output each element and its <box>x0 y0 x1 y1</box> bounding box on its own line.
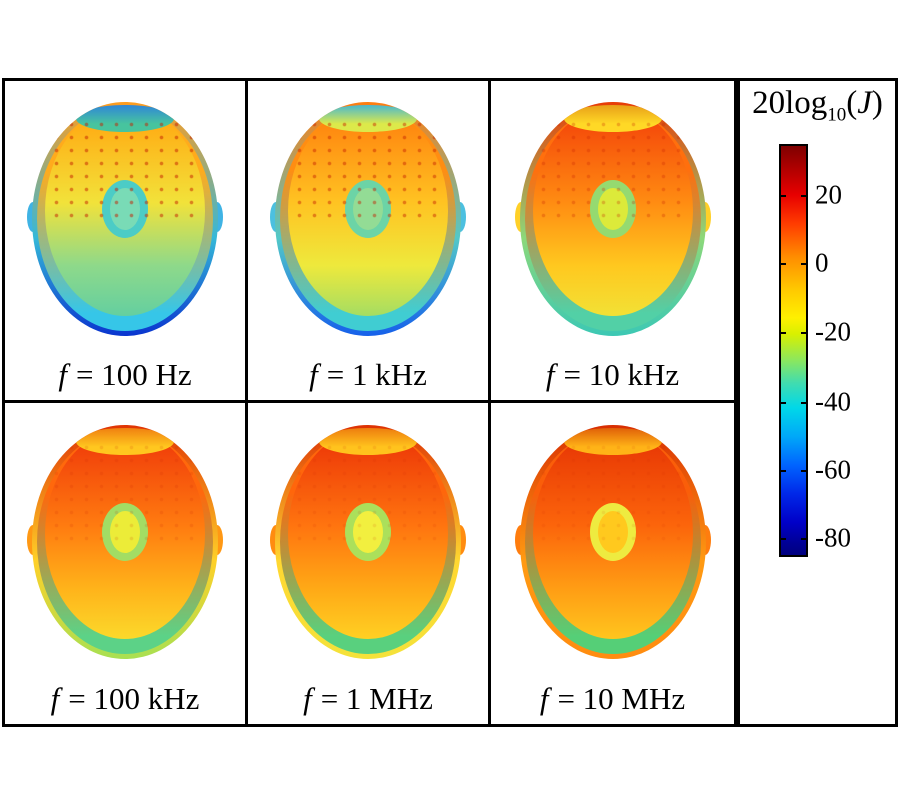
central-blob-core <box>110 511 140 554</box>
current-vector-dots <box>291 440 445 544</box>
panel-100khz: f = 100 kHz <box>5 403 248 724</box>
panel-10khz: f = 10 kHz <box>491 81 734 403</box>
head-map-10mhz <box>491 403 734 680</box>
top-notch <box>563 427 662 455</box>
current-vector-dots <box>48 440 202 544</box>
panel-label: f = 1 kHz <box>248 355 488 395</box>
head-map-100khz <box>5 403 245 680</box>
frequency-symbol: f <box>50 681 60 716</box>
head-map-1mhz <box>248 403 488 680</box>
frequency-value: = 1 kHz <box>326 357 427 392</box>
panel-label: f = 100 Hz <box>5 355 245 395</box>
colorbar-tick <box>781 263 806 265</box>
central-blob <box>345 503 391 562</box>
panel-100hz: f = 100 Hz <box>5 81 248 403</box>
head-cross-section <box>32 101 218 336</box>
frequency-value: = 100 kHz <box>68 681 200 716</box>
head-map-100hz <box>5 81 245 356</box>
head-cross-section <box>32 424 218 659</box>
panel-label: f = 1 MHz <box>248 679 488 719</box>
central-blob <box>589 503 636 562</box>
head-map-10khz <box>491 81 734 356</box>
panel-label: f = 100 kHz <box>5 679 245 719</box>
colorbar-tick-label: 20 <box>815 179 842 210</box>
head-cross-section <box>519 101 706 336</box>
colorbar-tick <box>781 470 806 472</box>
colorbar-title: 20log10(J) <box>752 85 883 126</box>
frequency-symbol: f <box>309 357 318 392</box>
panel-label: f = 10 MHz <box>491 679 734 719</box>
central-blob-core <box>353 511 383 554</box>
current-vector-dots <box>536 117 689 221</box>
top-notch <box>563 104 662 132</box>
frequency-symbol: f <box>545 357 555 392</box>
top-notch <box>76 427 174 455</box>
frequency-symbol: f <box>58 357 67 392</box>
central-blob <box>589 180 636 239</box>
frequency-symbol: f <box>539 681 549 716</box>
frequency-value: = 100 Hz <box>75 357 192 392</box>
colorbar-tick <box>781 332 806 334</box>
frequency-value: = 10 kHz <box>563 357 680 392</box>
panel-grid: f = 100 Hz f = 1 kHz <box>2 78 737 727</box>
head-cross-section <box>275 424 461 659</box>
colorbar-box: 20log10(J) 20 0 -20 -40 -60 -80 <box>737 78 898 727</box>
colorbar-tick-label: -80 <box>815 522 851 553</box>
head-cross-section <box>275 101 461 336</box>
head-cross-section <box>519 424 706 659</box>
top-notch <box>76 104 174 132</box>
current-vector-dots <box>536 440 689 544</box>
frequency-value: = 1 MHz <box>320 681 433 716</box>
central-blob <box>102 180 148 239</box>
colorbar-tick <box>781 402 806 404</box>
colorbar-tick-label: -40 <box>815 386 851 417</box>
panel-1khz: f = 1 kHz <box>248 81 491 403</box>
frequency-symbol: f <box>303 681 312 716</box>
central-blob <box>102 503 148 562</box>
panel-1mhz: f = 1 MHz <box>248 403 491 724</box>
central-blob-core <box>110 188 140 231</box>
central-blob <box>345 180 391 239</box>
central-blob-core <box>597 188 628 231</box>
central-blob-core <box>597 511 628 554</box>
head-map-1khz <box>248 81 488 356</box>
top-notch <box>319 104 417 132</box>
current-vector-dots <box>48 117 202 221</box>
frequency-value: = 10 MHz <box>557 681 686 716</box>
colorbar-tick-label: -20 <box>815 316 851 347</box>
colorbar-tick-label: -60 <box>815 454 851 485</box>
central-blob-core <box>353 188 383 231</box>
panel-label: f = 10 kHz <box>491 355 734 395</box>
colorbar-gradient <box>779 144 808 557</box>
colorbar-tick <box>781 195 806 197</box>
colorbar-tick-label: 0 <box>815 247 829 278</box>
top-notch <box>319 427 417 455</box>
current-vector-dots <box>291 117 445 221</box>
panel-10mhz: f = 10 MHz <box>491 403 734 724</box>
colorbar-tick <box>781 538 806 540</box>
